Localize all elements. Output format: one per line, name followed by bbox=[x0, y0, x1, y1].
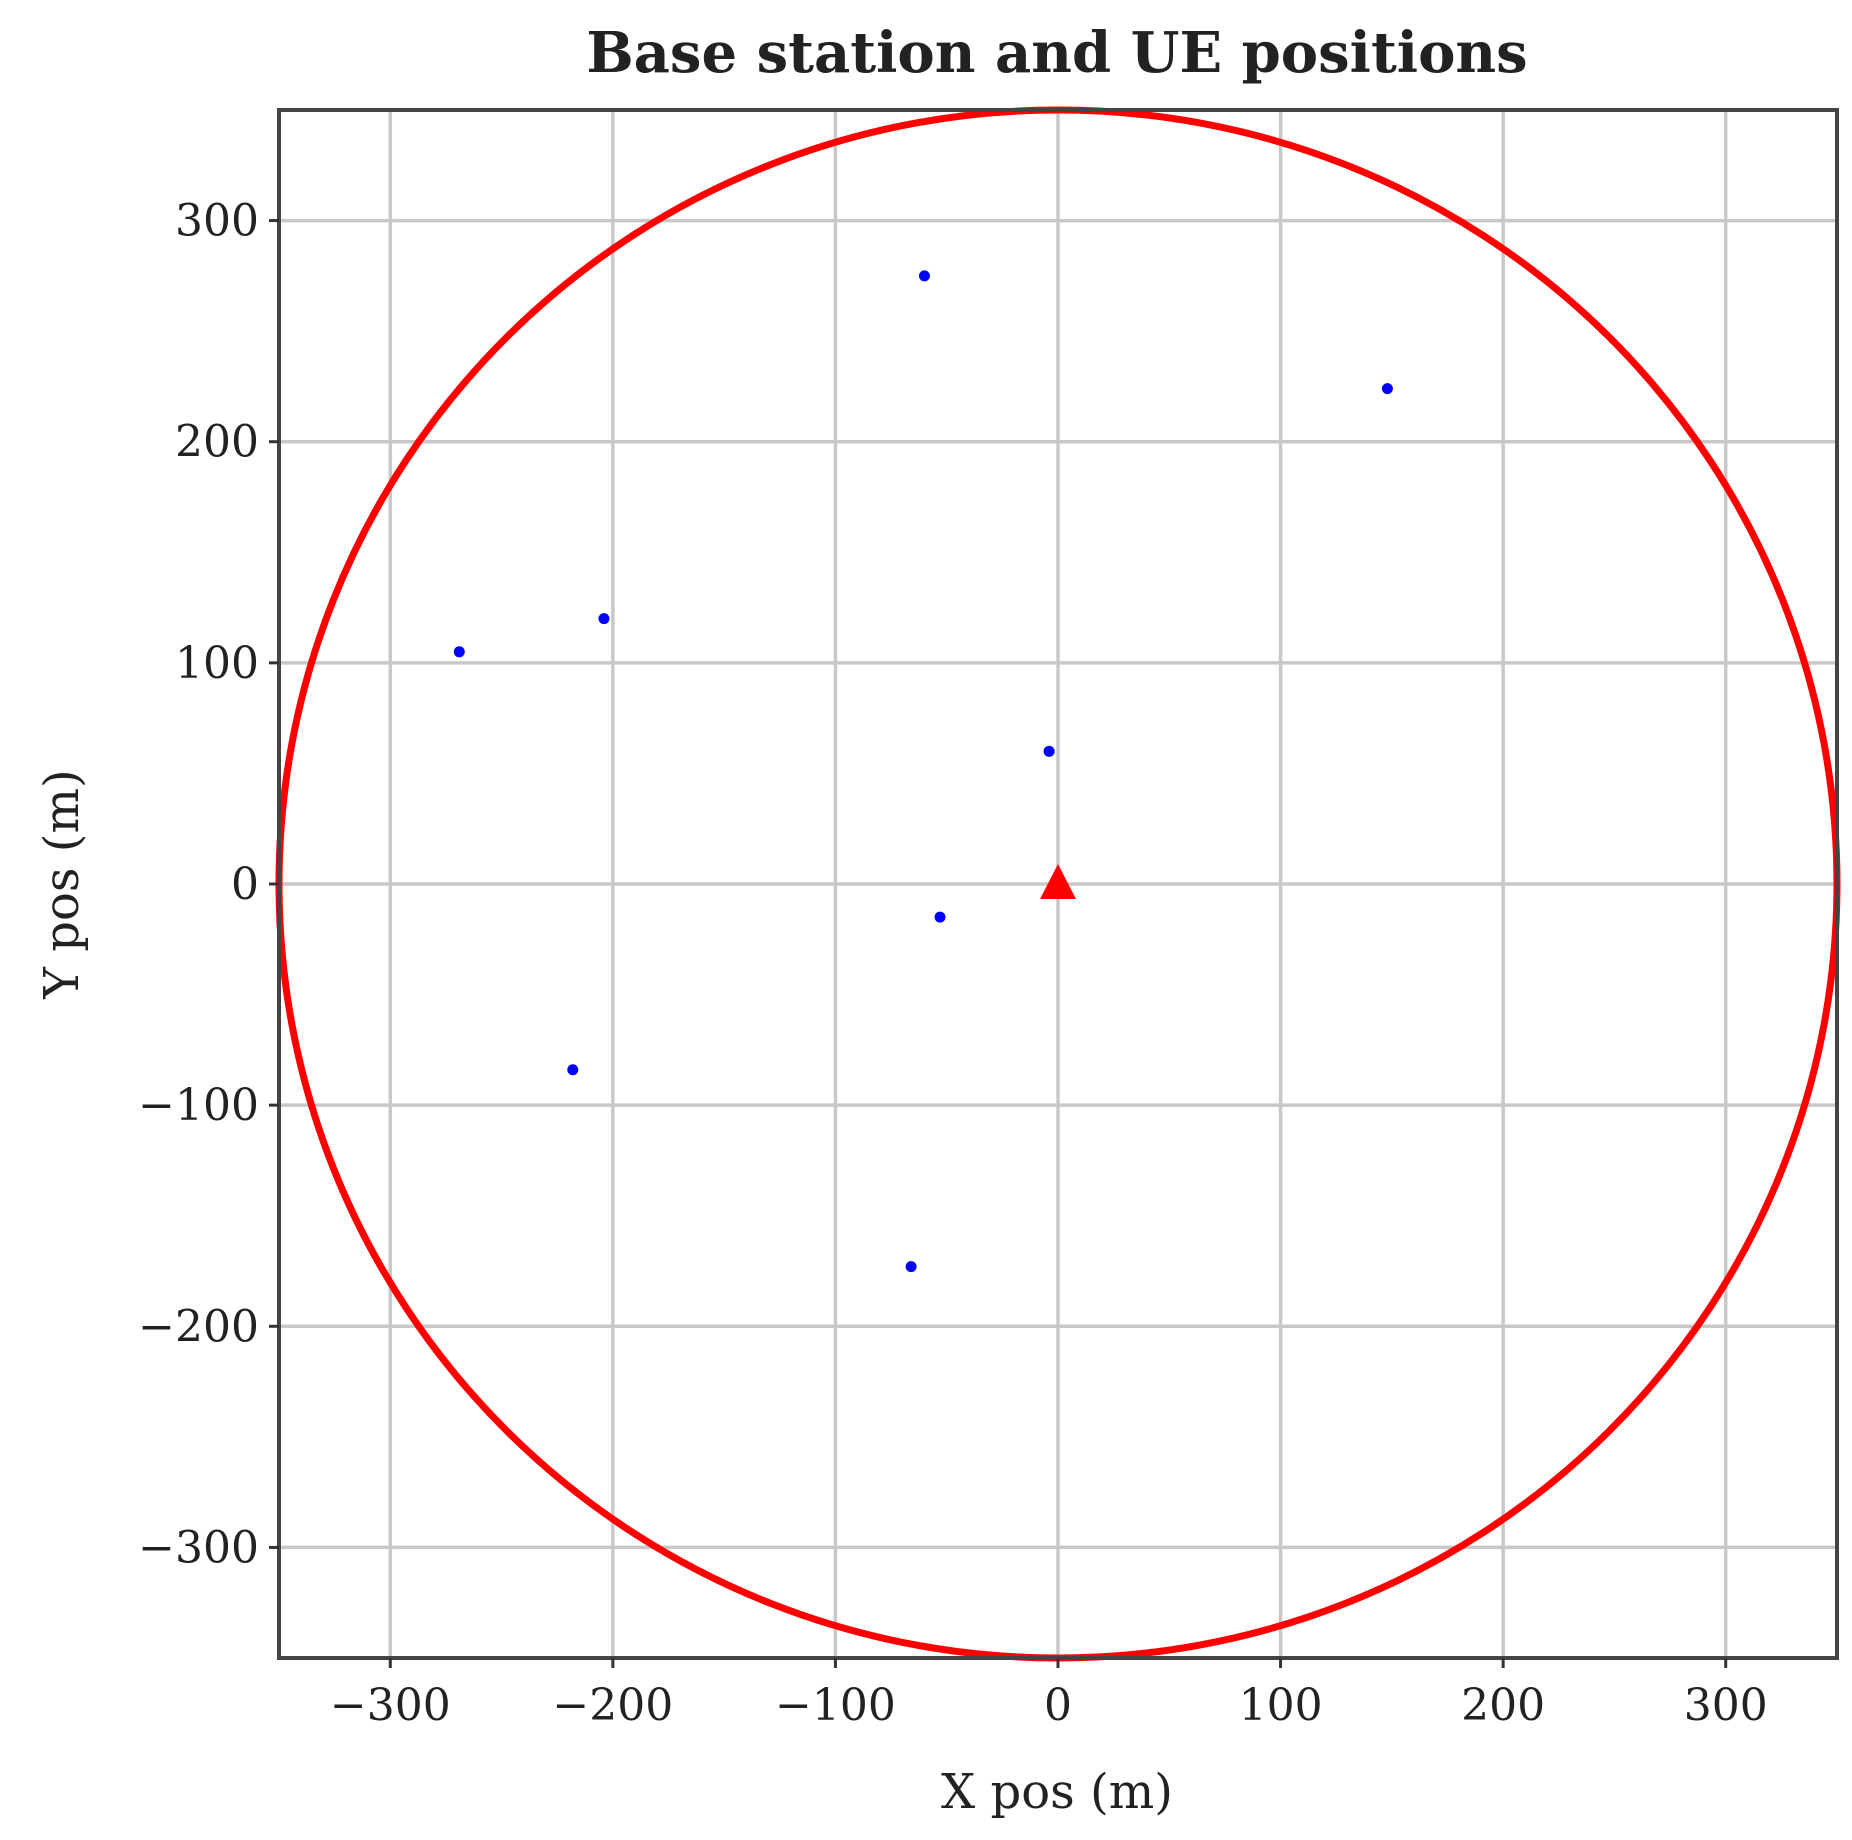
ue-point bbox=[1043, 745, 1055, 757]
ue-point bbox=[905, 1261, 917, 1273]
chart-title: Base station and UE positions bbox=[586, 20, 1527, 86]
x-axis-label: X pos (m) bbox=[941, 1764, 1173, 1820]
ue-point bbox=[918, 270, 930, 282]
y-tick-label: 200 bbox=[175, 417, 259, 468]
ue-point bbox=[1381, 383, 1393, 395]
y-tick-label: 0 bbox=[231, 859, 259, 910]
grid bbox=[279, 110, 1837, 1658]
y-tick-label: −300 bbox=[138, 1522, 259, 1573]
base-station-marker bbox=[1040, 864, 1076, 899]
y-tick-label: 300 bbox=[175, 196, 259, 247]
ue-point bbox=[453, 646, 465, 658]
ue-point bbox=[567, 1064, 579, 1076]
ue-point bbox=[598, 613, 610, 625]
x-tick-label: 100 bbox=[1239, 1680, 1323, 1731]
x-tick-label: −100 bbox=[775, 1680, 896, 1731]
x-tick-label: 200 bbox=[1461, 1680, 1545, 1731]
x-tick-label: 300 bbox=[1684, 1680, 1768, 1731]
ue-point bbox=[934, 911, 946, 923]
y-axis-label: Y pos (m) bbox=[34, 769, 90, 999]
y-tick-label: 100 bbox=[175, 638, 259, 689]
y-tick-label: −100 bbox=[138, 1080, 259, 1131]
x-tick-label: −300 bbox=[330, 1680, 451, 1731]
y-tick-label: −200 bbox=[138, 1301, 259, 1352]
x-tick-label: −200 bbox=[552, 1680, 673, 1731]
x-tick-label: 0 bbox=[1044, 1680, 1072, 1731]
ticks: −300 −200 −100 0 100 200 300 −300 −200 −100 0 100 20… bbox=[138, 196, 1768, 1731]
